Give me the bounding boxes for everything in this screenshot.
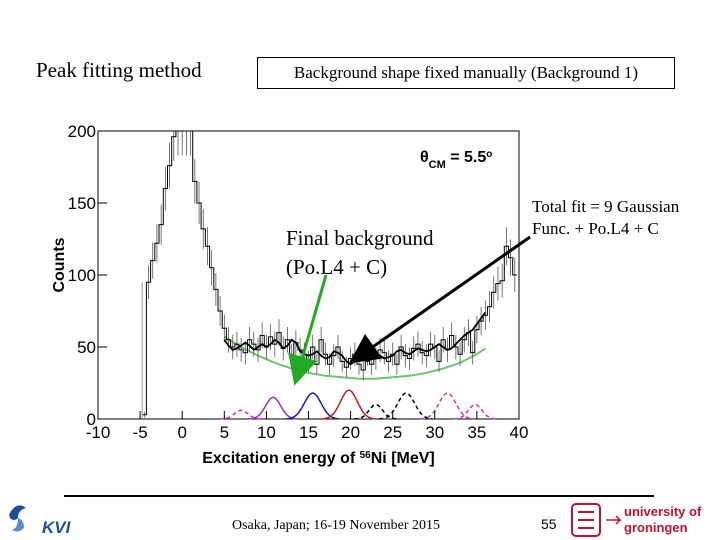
- total-fit-arrow: [349, 235, 531, 364]
- x-tick-label: -5: [133, 423, 148, 442]
- y-tick-label: 100: [68, 266, 96, 285]
- page-number: 55: [541, 516, 557, 532]
- gaussian-3: [322, 389, 376, 420]
- angle-label: θCM = 5.5o: [420, 149, 492, 172]
- subtitle-box: Background shape fixed manually (Backgro…: [257, 57, 675, 89]
- svg-text:groningen: groningen: [624, 520, 688, 535]
- y-axis-label: Counts: [51, 237, 68, 292]
- annotation-arrows: [288, 235, 531, 386]
- gaussian-8: [453, 403, 497, 420]
- y-tick-label: 0: [87, 410, 96, 429]
- footer-text: Osaka, Japan; 16-19 November 2015: [232, 518, 441, 533]
- final-background-annotation: Final background (Po.L4 + C): [286, 224, 434, 282]
- y-tick-label: 50: [77, 338, 96, 357]
- gaussian-1: [248, 396, 297, 420]
- gaussian-6: [420, 392, 474, 420]
- x-tick-label: 40: [510, 423, 529, 442]
- total-fit-annotation: Total fit = 9 Gaussian Func. + Po.L4 + C: [532, 196, 679, 240]
- svg-text:university of: university of: [624, 504, 702, 519]
- kvi-logo: KVI: [9, 505, 72, 537]
- university-of-groningen-logo: university of groningen: [571, 503, 702, 537]
- background-arrow: [288, 274, 328, 386]
- final-background-line2: (Po.L4 + C): [286, 255, 388, 279]
- background-fit-layer: [223, 336, 486, 380]
- slide-title: Peak fitting method: [36, 58, 202, 82]
- x-tick-label: 5: [220, 423, 229, 442]
- x-tick-label: 0: [177, 423, 186, 442]
- gaussian-4: [354, 403, 398, 420]
- background-curve: [223, 336, 486, 380]
- x-tick-label: -10: [86, 423, 111, 442]
- x-axis-ticks: -10 -5 0 5 10 15 20 25 30 35 40: [86, 411, 529, 442]
- final-background-line1: Final background: [286, 226, 434, 250]
- footer-divider: [64, 495, 654, 497]
- y-tick-label: 150: [68, 194, 96, 213]
- gaussian-7: [219, 409, 263, 420]
- x-tick-label: 10: [257, 423, 276, 442]
- x-tick-label: 25: [383, 423, 402, 442]
- gaussian-2: [285, 392, 339, 420]
- x-tick-label: 35: [467, 423, 486, 442]
- x-axis-label: Excitation energy of 56Ni [MeV]: [202, 450, 435, 468]
- x-tick-label: 20: [341, 423, 360, 442]
- x-tick-label: 30: [425, 423, 444, 442]
- x-tick-label: 15: [299, 423, 318, 442]
- y-axis-ticks: 0 50 100 150 200: [68, 122, 107, 429]
- spectrum-chart: -10 -5 0 5 10 15 20 25 30 35 40 0 50 100 150 200 Excit…: [51, 122, 531, 468]
- gaussian-components: [219, 389, 497, 420]
- total-fit-line2: Func. + Po.L4 + C: [532, 219, 659, 238]
- y-tick-label: 200: [68, 122, 96, 141]
- gaussian-5: [379, 392, 433, 420]
- svg-text:KVI: KVI: [42, 518, 72, 537]
- total-fit-line1: Total fit = 9 Gaussian: [532, 197, 680, 216]
